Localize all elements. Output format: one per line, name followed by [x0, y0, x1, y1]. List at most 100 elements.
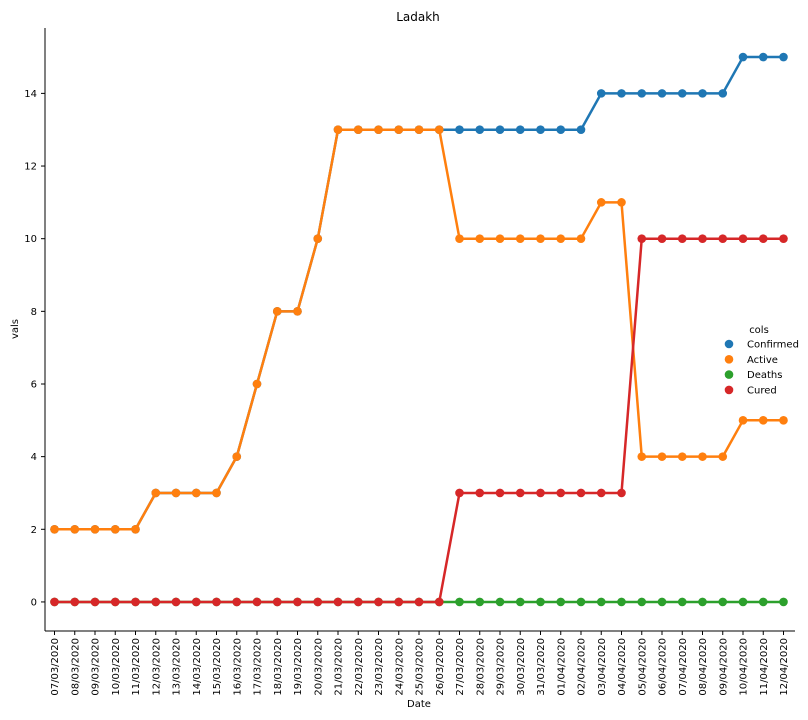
data-point [718, 452, 728, 461]
data-point [333, 125, 343, 135]
data-point [576, 488, 586, 498]
data-point [536, 125, 545, 135]
data-point [637, 597, 647, 607]
series-confirmed [50, 52, 788, 534]
data-point [90, 597, 100, 607]
data-point [475, 488, 485, 498]
x-tick-label: 20/03/2020 [313, 638, 324, 696]
chart-title: Ladakh [396, 10, 440, 24]
data-point [596, 198, 606, 207]
data-point [151, 597, 161, 607]
data-point [131, 597, 140, 607]
data-point [232, 452, 242, 461]
x-tick-label: 03/04/2020 [597, 638, 608, 696]
series-cured [50, 234, 788, 607]
data-point [110, 597, 120, 607]
data-point [677, 234, 687, 243]
data-point [698, 597, 707, 607]
x-tick-label: 11/03/2020 [131, 638, 142, 696]
data-point [698, 234, 707, 243]
x-tick-label: 21/03/2020 [334, 638, 345, 696]
data-point [455, 597, 464, 607]
data-point [515, 125, 525, 135]
series-active [50, 125, 788, 534]
data-point [596, 89, 606, 98]
data-point [515, 488, 525, 498]
x-axis-label: Date [407, 699, 431, 710]
data-point [171, 597, 181, 607]
data-point [455, 125, 464, 135]
data-point [495, 125, 505, 135]
x-tick-label: 10/04/2020 [739, 638, 750, 696]
y-axis-label: vals [10, 319, 21, 339]
y-tick-label: 10 [24, 234, 37, 245]
legend-marker [724, 385, 734, 395]
series-line-active [54, 128, 784, 531]
x-tick-label: 16/03/2020 [232, 638, 243, 696]
data-point [698, 89, 707, 98]
data-point [110, 524, 120, 534]
data-point [758, 234, 768, 243]
data-point [657, 89, 667, 98]
x-tick-label: 15/03/2020 [212, 638, 223, 696]
data-point [475, 125, 485, 135]
data-point [272, 597, 282, 607]
x-tick-label: 11/04/2020 [759, 638, 770, 696]
data-point [394, 125, 404, 135]
data-point [455, 488, 464, 498]
data-point [677, 452, 687, 461]
data-point [637, 234, 647, 243]
data-point [718, 597, 728, 607]
x-tick-label: 02/04/2020 [577, 638, 588, 696]
data-point [677, 597, 687, 607]
data-point [556, 488, 566, 498]
x-tick-label: 12/03/2020 [151, 638, 162, 696]
data-point [677, 89, 687, 98]
data-point [475, 234, 485, 243]
x-tick-label: 26/03/2020 [435, 638, 446, 696]
x-tick-label: 09/04/2020 [718, 638, 729, 696]
data-point [758, 52, 768, 62]
data-point [374, 597, 383, 607]
data-point [434, 125, 444, 135]
data-point [556, 597, 566, 607]
data-point [50, 524, 59, 534]
data-point [151, 488, 161, 498]
legend-marker [724, 355, 734, 364]
data-point [212, 597, 221, 607]
data-point [374, 125, 383, 135]
y-tick-label: 8 [31, 307, 37, 318]
data-point [212, 488, 221, 498]
data-point [414, 597, 424, 607]
data-point [515, 597, 525, 607]
data-point [617, 198, 626, 207]
data-point [313, 234, 323, 243]
legend: cols Confirmed Active Deaths Cured [724, 325, 799, 396]
data-point [738, 52, 748, 62]
data-point [657, 597, 667, 607]
data-point [536, 488, 545, 498]
data-point [637, 89, 647, 98]
data-point [779, 416, 788, 425]
data-point [779, 597, 788, 607]
x-tick-label: 17/03/2020 [253, 638, 264, 696]
data-point [779, 52, 788, 62]
x-tick-label: 09/03/2020 [91, 638, 102, 696]
x-tick-label: 29/03/2020 [496, 638, 507, 696]
x-tick-label: 24/03/2020 [394, 638, 405, 696]
data-point [617, 597, 626, 607]
data-point [414, 125, 424, 135]
y-tick-label: 0 [31, 597, 37, 608]
data-point [434, 597, 444, 607]
legend-title: cols [749, 325, 769, 336]
data-point [313, 597, 323, 607]
x-tick-label: 28/03/2020 [475, 638, 486, 696]
legend-label: Cured [747, 385, 777, 396]
data-point [576, 597, 586, 607]
x-tick-label: 12/04/2020 [779, 638, 790, 696]
x-tick-label: 13/03/2020 [172, 638, 183, 696]
x-tick-label: 10/03/2020 [111, 638, 122, 696]
x-tick-label: 05/04/2020 [637, 638, 648, 696]
x-tick-label: 01/04/2020 [556, 638, 567, 696]
